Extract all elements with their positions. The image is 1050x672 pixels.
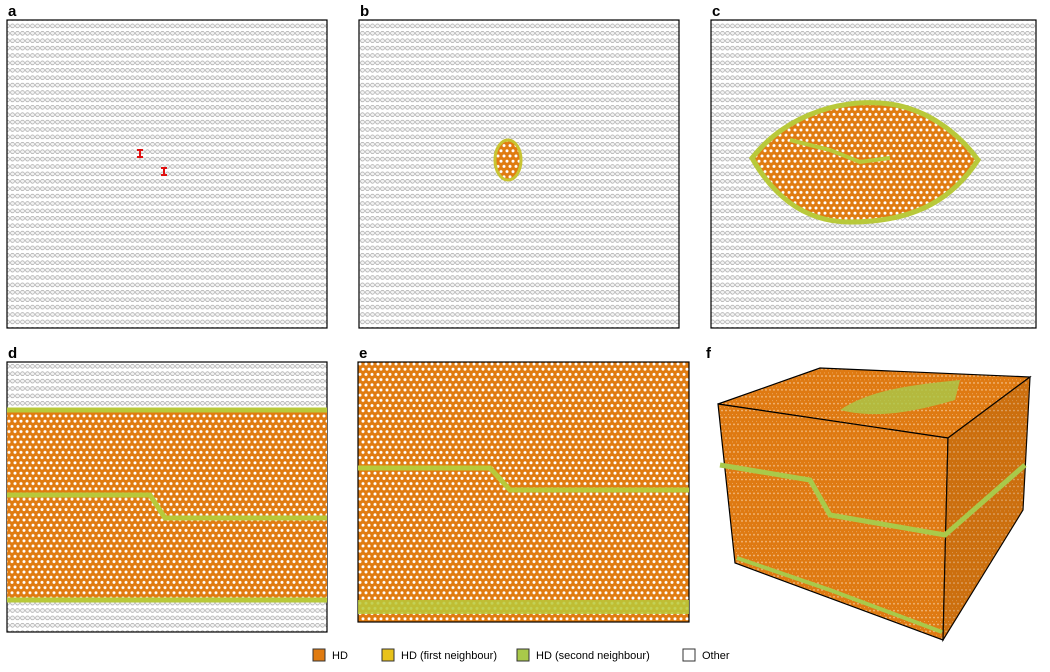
legend-swatch [312,648,326,662]
boundary [840,380,960,415]
legend-label: Other [702,650,730,662]
cube-right [942,375,1031,643]
legend-swatch [381,648,395,662]
boundary [358,465,689,493]
legend-label: HD (second neighbour) [536,650,650,662]
panel-label: c [712,3,720,20]
boundary [736,556,943,634]
panel-label: b [360,3,369,20]
shade [943,377,1030,640]
boundary [719,462,1027,538]
panel-label: d [8,345,17,362]
legend-swatch [682,648,696,662]
panel-label: a [8,3,17,20]
boundary [7,407,327,603]
boundary [789,138,891,165]
legend-label: HD (first neighbour) [401,650,497,662]
panel-label: f [706,345,712,362]
legend-label: HD [332,650,348,662]
boundary [358,600,689,614]
defect [137,149,167,176]
crystal [7,410,327,600]
legend: HD HD (first neighbour) HD (second neighbo… [312,648,730,662]
legend-swatch [516,648,530,662]
boundary [7,492,327,521]
nucleus [493,138,523,182]
cube-front [717,403,949,641]
panel-label: e [359,345,367,362]
